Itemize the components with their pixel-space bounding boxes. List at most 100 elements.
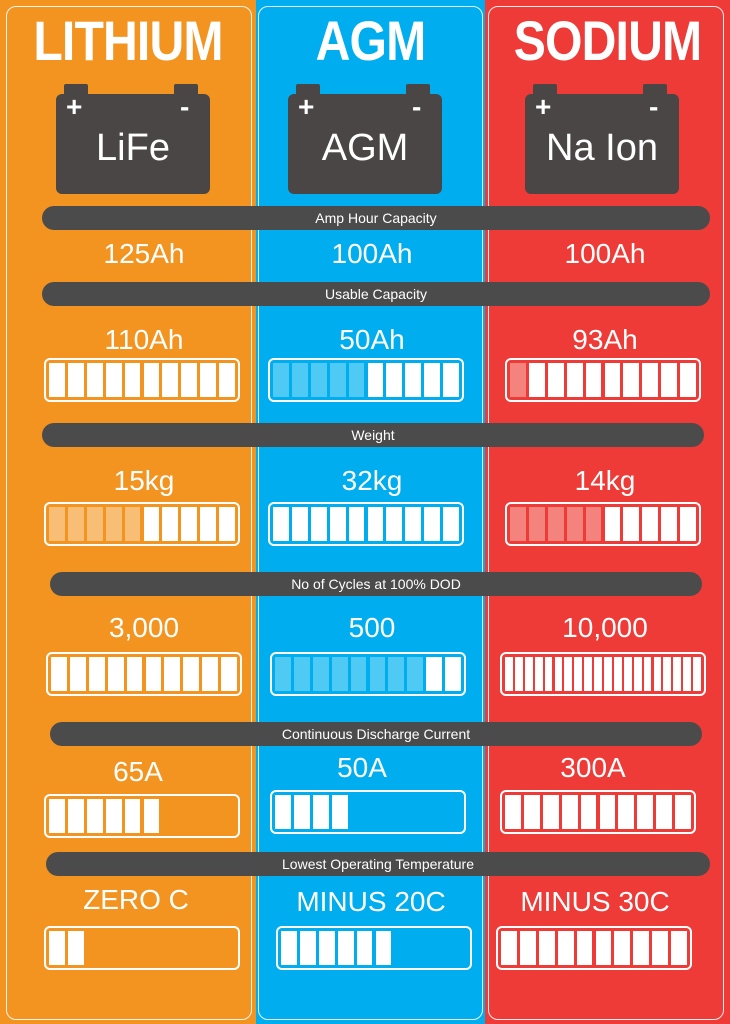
value-usable-sodium: 93Ah (572, 324, 638, 355)
gauge-segment (623, 657, 632, 691)
gauge-segment (273, 507, 289, 541)
gauge-segment (528, 507, 545, 541)
value-weight-sodium: 14kg (574, 465, 636, 496)
gauge-segment (350, 657, 367, 691)
gauge-segment (514, 657, 523, 691)
gauge-segment (405, 363, 422, 397)
gauge-segment (445, 657, 461, 691)
plus-sign-icon: + (298, 91, 315, 122)
gauge-usable-lithium (44, 358, 240, 402)
gauge-segment (67, 507, 84, 541)
gauge-segment (524, 657, 533, 691)
gauge-segment (604, 363, 621, 397)
battery-terminal-plus (296, 84, 320, 94)
gauge-segment (273, 363, 289, 397)
gauge-segment (105, 507, 122, 541)
value-cycles-sodium: 10,000 (562, 612, 648, 643)
gauge-segment (145, 657, 162, 691)
gauge-segment (183, 657, 200, 691)
gauge-segment (367, 363, 384, 397)
gauge-segment (663, 657, 672, 691)
value-usable-lithium: 110Ah (104, 324, 184, 355)
value-discharge-agm: 50A (337, 752, 387, 783)
gauge-temperature-lithium (44, 926, 240, 970)
gauge-discharge-agm (270, 790, 466, 834)
gauge-segment (164, 657, 181, 691)
title-agm: AGM (315, 9, 427, 72)
gauge-cycles-lithium (46, 652, 242, 696)
plus-sign-icon: + (535, 91, 552, 122)
gauge-segment (126, 657, 143, 691)
gauge-segment (200, 363, 217, 397)
value-amp-hour-lithium: 125Ah (103, 238, 185, 269)
gauge-segment (124, 799, 141, 833)
gauge-cycles-sodium (500, 652, 706, 696)
gauge-segment (86, 363, 103, 397)
gauge-segment (594, 657, 602, 691)
gauge-segment (671, 931, 687, 965)
gauge-segment (424, 507, 441, 541)
gauge-segment (310, 363, 327, 397)
gauge-weight-agm (268, 502, 464, 546)
battery-terminal-plus (533, 84, 557, 94)
battery-terminal-minus (406, 84, 430, 94)
gauge-segment (200, 507, 217, 541)
category-pill-temperature: Lowest Operating Temperature (46, 852, 710, 876)
gauge-segment (564, 657, 573, 691)
gauge-segment (544, 657, 553, 691)
gauge-segment (369, 657, 386, 691)
battery-icon-sodium: + - Na Ion (525, 84, 679, 194)
gauge-segment (554, 657, 563, 691)
gauge-segment (348, 363, 365, 397)
gauge-segment (623, 363, 640, 397)
gauge-segment (221, 657, 237, 691)
gauge-segment (595, 931, 612, 965)
gauge-segment (510, 363, 526, 397)
gauge-segment (219, 363, 235, 397)
gauge-segment (656, 795, 673, 829)
gauge-segment (331, 795, 348, 829)
gauge-segment (49, 799, 65, 833)
gauge-segment (683, 657, 692, 691)
gauge-segment (275, 657, 291, 691)
gauge-segment (49, 931, 65, 965)
gauge-segment (652, 931, 669, 965)
gauge-segment (388, 657, 405, 691)
gauge-segment (584, 657, 593, 691)
gauge-segment (405, 507, 422, 541)
value-cycles-lithium: 3,000 (108, 612, 180, 643)
gauge-segment (566, 363, 583, 397)
title-lithium: LITHIUM (33, 9, 223, 72)
gauge-segment (124, 507, 141, 541)
gauge-segment (642, 363, 659, 397)
gauge-usable-sodium (505, 358, 701, 402)
gauge-segment (281, 931, 297, 965)
category-pill-weight: Weight (42, 423, 704, 447)
gauge-segment (623, 507, 640, 541)
value-weight-lithium: 15kg (113, 465, 175, 496)
gauge-cycles-agm (270, 652, 466, 696)
minus-sign-icon: - (649, 91, 659, 122)
gauge-segment (542, 795, 559, 829)
gauge-segment (661, 363, 678, 397)
gauge-segment (105, 363, 122, 397)
gauge-segment (51, 657, 67, 691)
title-sodium: SODIUM (513, 9, 702, 72)
gauge-weight-sodium (505, 502, 701, 546)
gauge-segment (86, 507, 103, 541)
gauge-segment (329, 507, 346, 541)
gauge-segment (202, 657, 219, 691)
gauge-segment (275, 795, 291, 829)
gauge-segment (566, 507, 583, 541)
gauge-segment (661, 507, 678, 541)
gauge-segment (424, 363, 441, 397)
gauge-segment (523, 795, 540, 829)
gauge-segment (356, 931, 373, 965)
plus-sign-icon: + (66, 91, 83, 122)
category-pill-amp-hour: Amp Hour Capacity (42, 206, 710, 230)
gauge-segment (604, 657, 612, 691)
gauge-segment (528, 363, 545, 397)
value-cycles-agm: 500 (348, 612, 396, 643)
gauge-segment (637, 795, 654, 829)
gauge-segment (557, 931, 574, 965)
